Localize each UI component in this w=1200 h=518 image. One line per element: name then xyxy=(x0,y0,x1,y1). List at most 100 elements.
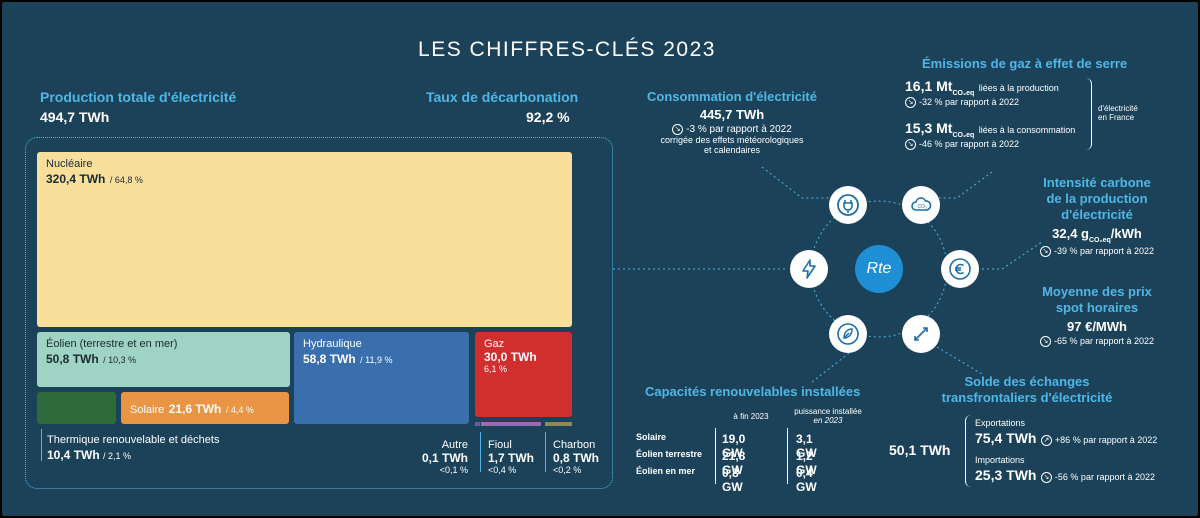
echanges-brace xyxy=(965,415,971,487)
treemap-fioul xyxy=(481,422,541,426)
emissions-scope2: en France xyxy=(1098,113,1135,122)
echanges-imp-value: 25,3 TWh xyxy=(975,467,1037,483)
emissions-brace xyxy=(1085,78,1092,150)
treemap-autre xyxy=(475,422,480,426)
prix-change: -65 % par rapport à 2022 xyxy=(1053,336,1155,346)
intensite-value: 32,4 g xyxy=(1052,226,1089,241)
trend-icon: ↘ xyxy=(1039,246,1051,258)
charbon-name: Charbon xyxy=(553,439,596,451)
prix-label2: spot horaires xyxy=(1055,300,1139,315)
production-label: Production totale d'électricité xyxy=(40,89,237,105)
emissions-cons-change: -46 % par rapport à 2022 xyxy=(919,139,1020,149)
charbon-pct: <0,2 % xyxy=(553,465,582,475)
capacites-row-inst: 0,4 GW xyxy=(796,466,817,494)
emissions-scope1: d'électricité xyxy=(1098,104,1138,113)
intensite-label2: de la production xyxy=(1046,191,1148,206)
eolien-value: 50,8 TWh xyxy=(46,352,99,366)
autre-pct: <0,1 % xyxy=(439,465,468,475)
emissions-prod-sub: CO₂eq xyxy=(952,90,975,98)
echanges-solde: 50,1 TWh xyxy=(889,442,951,458)
trend-up-icon: ↗ xyxy=(1040,435,1052,447)
solaire-pct: / 4,4 % xyxy=(225,405,254,415)
trend-icon: ↘ xyxy=(905,97,916,109)
eolien-pct: / 10,3 % xyxy=(103,355,137,365)
thermique-leader xyxy=(41,429,42,461)
svg-text:CO₂: CO₂ xyxy=(918,204,928,210)
lightning-icon xyxy=(790,250,828,288)
fioul-name: Fioul xyxy=(488,439,512,451)
autre-name: Autre xyxy=(441,439,468,451)
capacites-row-inst: 1,2 GW xyxy=(796,449,817,477)
euro-icon xyxy=(941,250,979,288)
gaz-pct: 6,1 % xyxy=(484,364,508,374)
consommation-label: Consommation d'électricité xyxy=(647,89,817,104)
echanges-exp-change: +86 % par rapport à 2022 xyxy=(1054,435,1158,445)
capacites-row-name: Éolien en mer xyxy=(636,466,696,476)
eolien-name: Éolien (terrestre et en mer) xyxy=(46,338,178,350)
capacites-col2a: puissance installée xyxy=(794,407,862,416)
consommation-value: 445,7 TWh xyxy=(699,107,765,122)
fioul-value: 1,7 TWh xyxy=(488,451,535,465)
trend-icon: ↘ xyxy=(905,139,916,151)
treemap-gaz: Gaz 30,0 TWh 6,1 % xyxy=(475,332,572,417)
emissions-label: Émissions de gaz à effet de serre xyxy=(922,56,1128,71)
rte-logo-text: Rte xyxy=(866,260,892,277)
capacites-label: Capacités renouvelables installées xyxy=(645,384,861,399)
trend-icon: ↘ xyxy=(1039,336,1051,348)
thermique-pct: / 2,1 % xyxy=(103,451,132,461)
echanges-label2: transfrontaliers d'électricité xyxy=(941,390,1113,405)
capacites-row-name: Solaire xyxy=(636,432,667,442)
fioul-pct: <0,4 % xyxy=(488,465,517,475)
autre-value: 0,1 TWh xyxy=(421,451,468,465)
leaf-plug-icon xyxy=(829,315,867,353)
treemap-hydraulique: Hydraulique 58,8 TWh / 11,9 % xyxy=(294,332,469,424)
cloud-co2-icon: CO₂ xyxy=(902,186,940,224)
decarbonation-value: 92,2 % xyxy=(526,109,570,125)
thermique-name: Thermique renouvelable et déchets xyxy=(47,434,220,446)
capacites-divider2 xyxy=(787,428,788,484)
gaz-name: Gaz xyxy=(484,338,505,350)
nucleaire-pct: / 64,8 % xyxy=(109,175,143,185)
charbon-leader xyxy=(545,432,546,472)
capacites-row-fin: 19,0 GW xyxy=(722,432,746,460)
capacites-row-inst: 3,1 GW xyxy=(796,432,817,460)
treemap-eolien: Éolien (terrestre et en mer) 50,8 TWh / … xyxy=(37,332,290,387)
echanges-imp-label: Importations xyxy=(975,455,1025,465)
capacites-col1: à fin 2023 xyxy=(733,412,769,421)
capacites-row-name: Éolien terrestre xyxy=(636,449,703,459)
rte-logo: Rte xyxy=(855,245,903,293)
charbon-value: 0,8 TWh xyxy=(553,451,600,465)
intensite-unit: /kWh xyxy=(1110,226,1142,241)
intensite-label3: d'électricité xyxy=(1061,207,1133,222)
emissions-prod-value: 16,1 Mt xyxy=(905,78,953,94)
production-value: 494,7 TWh xyxy=(40,109,110,125)
prix-label1: Moyenne des prix xyxy=(1042,284,1152,299)
solaire-value: 21,6 TWh xyxy=(168,402,222,416)
treemap-solaire: Solaire 21,6 TWh / 4,4 % xyxy=(121,392,289,424)
treemap-charbon xyxy=(545,422,572,426)
decarbonation-label: Taux de décarbonation xyxy=(426,89,579,105)
treemap-thermique xyxy=(37,392,116,424)
exchange-arrows-icon xyxy=(902,315,940,353)
intensite-change: -39 % par rapport à 2022 xyxy=(1053,246,1155,257)
capacites-row-fin: 0,8 GW xyxy=(722,466,743,494)
page-title: LES CHIFFRES-CLÉS 2023 xyxy=(418,38,716,61)
intensite-sub: CO₂eq xyxy=(1089,237,1111,245)
consommation-note1: corrigée des effets météorologiques xyxy=(660,135,804,146)
echanges-imp-change: -56 % par rapport à 2022 xyxy=(1054,472,1155,482)
prix-value: 97 €/MWh xyxy=(1067,319,1127,334)
echanges-exp-value: 75,4 TWh xyxy=(975,430,1037,446)
nucleaire-value: 320,4 TWh xyxy=(46,172,106,186)
echanges-exp-label: Exportations xyxy=(975,418,1026,428)
hydraulique-name: Hydraulique xyxy=(303,338,362,350)
consommation-change: -3 % par rapport à 2022 xyxy=(686,124,792,136)
emissions-cons-sub: CO₂eq xyxy=(952,132,975,140)
hydraulique-value: 58,8 TWh xyxy=(303,352,356,366)
trend-icon: ↘ xyxy=(672,124,684,135)
intensite-label1: Intensité carbone xyxy=(1043,175,1151,190)
solaire-name: Solaire xyxy=(130,404,165,416)
fioul-leader xyxy=(480,432,481,472)
treemap-nucleaire: Nucléaire 320,4 TWh / 64,8 % xyxy=(37,152,572,327)
thermique-value: 10,4 TWh xyxy=(47,448,100,462)
